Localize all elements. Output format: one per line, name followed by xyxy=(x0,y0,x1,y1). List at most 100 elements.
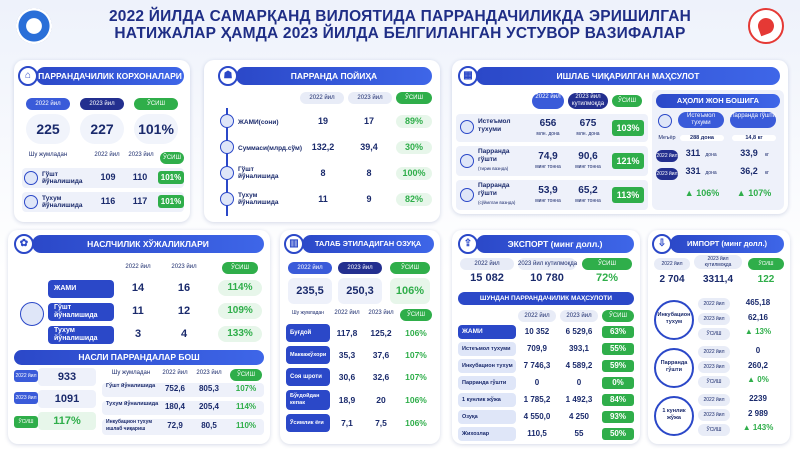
import-2023-value: 3311,4 xyxy=(702,274,734,285)
poultry-row-a: 19 xyxy=(317,116,328,126)
poultry-row-b: 9 xyxy=(366,194,372,204)
per-capita-title: АҲОЛИ ЖОН БОШИГА xyxy=(656,94,780,108)
arrow-up-icon: ▲ xyxy=(684,188,694,198)
demand-row-a: 30,6 xyxy=(338,372,356,382)
egg-icon xyxy=(24,195,38,209)
import-growth-value: 122 xyxy=(757,274,775,285)
farms-sub-head-2: 2022 йил xyxy=(94,152,120,158)
breeding-row-pct: 114% xyxy=(218,280,262,296)
poultry-row-b: 39,4 xyxy=(360,142,378,152)
farms-growth-value: 101% xyxy=(134,114,178,144)
heads-row-b: 205,4 xyxy=(198,402,220,411)
import-group-circle xyxy=(654,300,694,340)
heads-row-label: Тухум йўналишида xyxy=(106,401,159,407)
export-row-a: 1 785,2 xyxy=(523,395,551,404)
breeding-row-b: 4 xyxy=(180,328,188,340)
export-sub-title: ШУНДАН ПАРРАНДАЧИЛИК МАҲСУЛОТИ xyxy=(458,292,634,305)
export-2023-label: 2023 йил кутилмоқда xyxy=(518,258,577,270)
poultry-card: ☗ ПАРРАНДА ПОЙИҲА 2022 йил 2023 йил ЎСИШ… xyxy=(204,60,440,222)
import-group-pct-value: 143% xyxy=(752,423,774,432)
heads-2022-label: 2022 йил xyxy=(14,370,38,382)
title-line-2: НАТИЖАЛАР ҲАМДА 2023 ЙИЛДА БЕЛГИЛАНГАН У… xyxy=(114,25,686,42)
per-capita-meat-2022: 33,9 xyxy=(740,148,758,158)
egg-icon xyxy=(460,120,474,134)
count-icon xyxy=(220,114,234,128)
house-icon xyxy=(658,114,672,128)
farms-growth-label: ЎСИШ xyxy=(134,98,178,110)
meat-icon xyxy=(220,166,234,180)
per-capita-2022-label: 2022 йил xyxy=(656,150,678,162)
import-group-y2: 2023 йил xyxy=(698,361,730,373)
farms-row xyxy=(22,168,184,188)
import-group-pl: ЎСИШ xyxy=(698,376,730,388)
poultry-row-label: ЖАМИ(сони) xyxy=(238,119,279,126)
breeding-row-label: ЖАМИ xyxy=(48,280,114,298)
export-row-a: 110,5 xyxy=(527,429,547,438)
demand-row-b: 125,2 xyxy=(370,328,392,338)
farms-row-label: Тухум йўналишида xyxy=(42,195,83,209)
demand-sub-head-1: Шу жумладан xyxy=(292,310,324,316)
per-capita-eggs-unit: дона xyxy=(705,170,717,176)
import-group-pct: ▲ 0% xyxy=(732,375,784,384)
farms-row-a: 109 xyxy=(100,172,116,182)
breeding-2022-label: 2022 йил xyxy=(125,264,151,270)
import-group-label: Парранда гўшти xyxy=(660,360,688,373)
arrow-up-icon: ▲ xyxy=(736,188,746,198)
per-capita-norm-eggs: 288 дона xyxy=(680,135,724,141)
breeding-row-b: 12 xyxy=(177,305,191,317)
heads-row-b: 805,3 xyxy=(198,384,220,393)
farms-row-b: 117 xyxy=(132,196,148,206)
import-2022-label: 2022 йил xyxy=(654,258,690,270)
breeding-row-pct: 133% xyxy=(218,326,262,342)
poultry-row-pct: 30% xyxy=(396,141,432,154)
export-row-b: 393,1 xyxy=(568,344,590,353)
heads-row-a: 752,6 xyxy=(164,384,186,393)
heads-row-label: Инкубацион тухум ишлаб чиқариш xyxy=(106,419,153,432)
farms-2022-label: 2022 йил xyxy=(26,98,70,110)
production-row-a: 656 xyxy=(539,118,557,129)
breeding-card: ✿ НАСЛЧИЛИК ХЎЖАЛИКЛАРИ 2022 йил 2023 йи… xyxy=(8,230,270,444)
demand-2022-value: 235,5 xyxy=(288,278,332,304)
production-row-pct: 113% xyxy=(612,187,644,203)
production-row-pct: 121% xyxy=(612,153,644,169)
poultry-row-b: 17 xyxy=(363,116,374,126)
farms-row xyxy=(22,192,184,212)
export-growth-label: ЎСИШ xyxy=(582,258,632,270)
per-capita-eggs-growth: ▲ 106% xyxy=(678,188,726,198)
demand-row-pct: 107% xyxy=(405,350,427,360)
farms-row-pct: 101% xyxy=(158,171,184,184)
heads-row xyxy=(102,419,264,435)
production-row-unit-a: млн. дона xyxy=(536,131,560,137)
production-row-a: 53,9 xyxy=(538,185,558,196)
production-row-unit-b: млн. дона xyxy=(576,131,600,137)
per-capita-head-meat: Парранда гўшти xyxy=(730,112,776,128)
import-group-b: 2 989 xyxy=(747,409,769,418)
header: 2022 ЙИЛДА САМАРҚАНД ВИЛОЯТИДА ПАРРАНДАЧ… xyxy=(0,0,800,52)
import-group-pl: ЎСИШ xyxy=(698,424,730,436)
heads-sub-head-4: ЎСИШ xyxy=(230,369,262,381)
export-row-b: 4 250 xyxy=(568,412,590,421)
heads-row xyxy=(102,401,264,415)
production-row-label: Парранда гўшти xyxy=(478,148,510,163)
heads-row-a: 72,9 xyxy=(167,421,183,430)
export-row-a: 0 xyxy=(534,378,540,387)
export-row-pct: 63% xyxy=(602,326,634,338)
import-group-b: 62,16 xyxy=(747,313,769,322)
production-row-b: 675 xyxy=(579,118,597,129)
breeding-row-b: 16 xyxy=(177,282,191,294)
demand-row-b: 32,6 xyxy=(372,372,390,382)
poultry-2022-label: 2022 йил xyxy=(300,92,344,104)
poultry-2023-label: 2023 йил xyxy=(348,92,392,104)
import-group-b: 260,2 xyxy=(747,361,769,370)
per-capita-eggs-pct: 106% xyxy=(696,188,720,198)
demand-sub-head-4: ЎСИШ xyxy=(400,309,432,321)
export-title: ЭКСПОРТ (минг долл.) xyxy=(476,235,634,253)
demand-row-a: 18,9 xyxy=(338,395,356,405)
poultry-row-label: Тухум йўналишида xyxy=(238,192,279,206)
import-icon: ⇩ xyxy=(652,234,672,254)
poultry-row-a: 8 xyxy=(320,168,326,178)
feed-icon: ▥ xyxy=(284,234,304,254)
meat-icon xyxy=(460,188,474,202)
export-row-a: 10 352 xyxy=(524,327,550,336)
heads-growth-value: 117% xyxy=(38,412,96,430)
